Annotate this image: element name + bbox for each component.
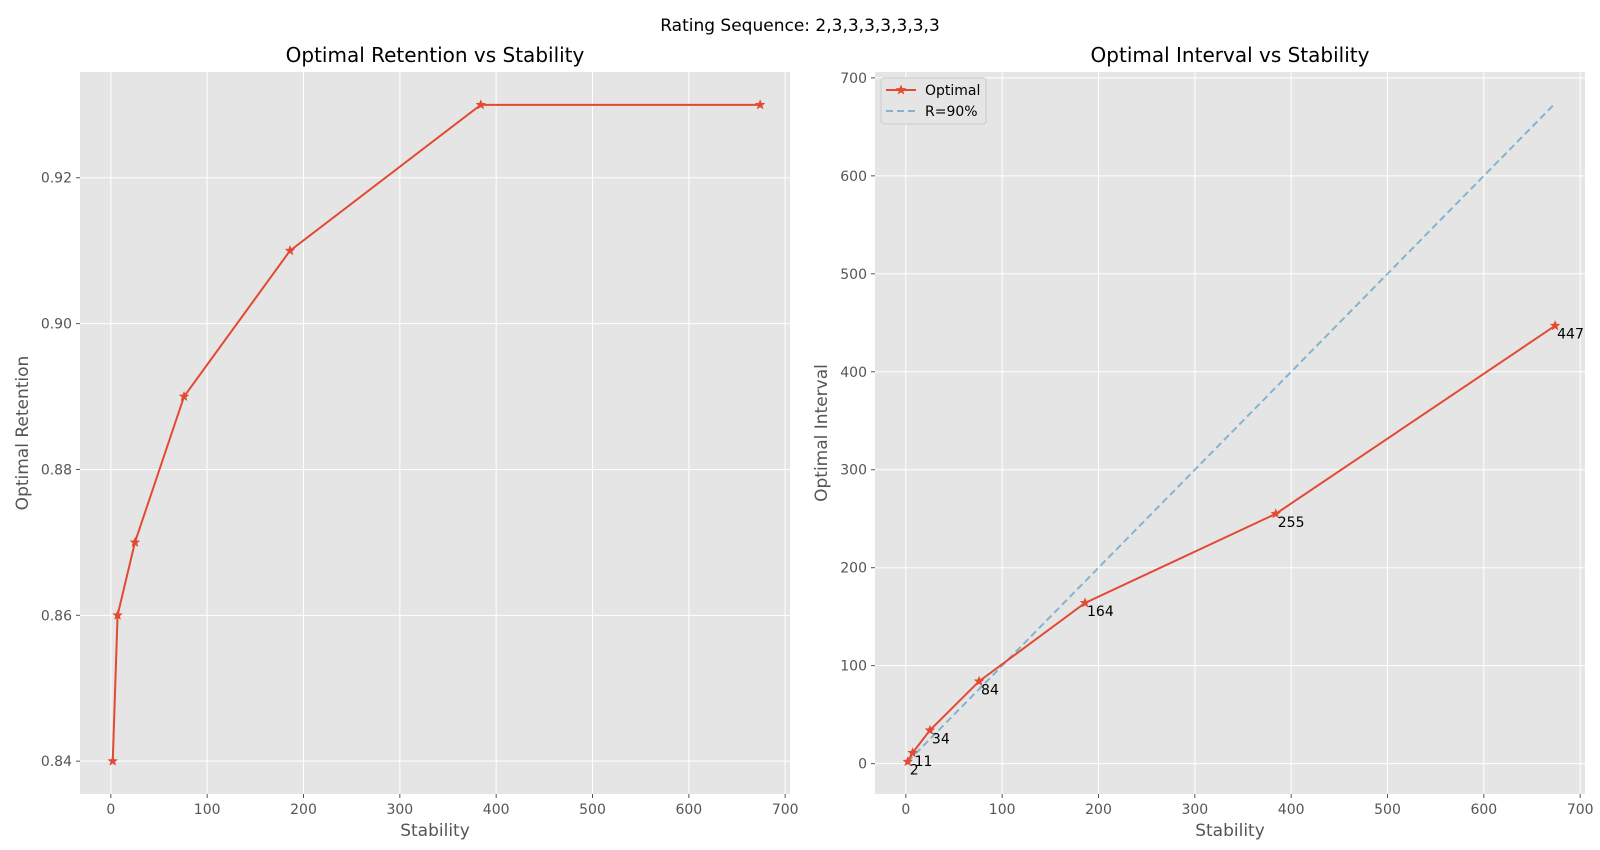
interval-x-axis-label: Stability [1195,821,1265,841]
data-value-label: 255 [1278,515,1305,531]
interval-y-axis-label: Optimal Interval [812,364,832,502]
data-point-marker [924,724,936,735]
x-tick-label: 600 [1470,802,1497,818]
data-point-marker [1549,320,1561,331]
x-tick-label: 300 [1181,802,1208,818]
retention-series [107,99,766,766]
x-tick-label: 600 [675,802,702,818]
data-value-label: 11 [915,754,933,770]
y-tick-label: 0.86 [41,608,72,624]
x-tick-label: 400 [1278,802,1305,818]
figure-suptitle: Rating Sequence: 2,3,3,3,3,3,3,3 [660,16,940,36]
data-value-label: 2 [910,763,919,779]
retention-tick-labels: 0 100 200 300 400 500 600 700 0.84 0.86 0.88 0.90 0.… [41,171,799,818]
legend-star-icon [895,84,907,95]
x-tick-label: 0 [106,802,115,818]
data-value-label: 447 [1557,327,1584,343]
data-point-marker [284,244,296,256]
retention-x-axis-label: Stability [400,821,470,841]
x-tick-label: 500 [579,802,606,818]
x-tick-label: 0 [901,802,910,818]
retention-gridlines [80,72,790,794]
x-tick-label: 200 [290,802,317,818]
y-tick-label: 0 [858,757,867,773]
x-tick-label: 700 [1567,802,1594,818]
data-value-label: 164 [1087,604,1114,620]
data-point-marker [129,536,141,548]
interval-tick-labels: 0 100 200 300 400 500 600 700 0 100 200 300 400 500 60… [840,71,1593,818]
x-tick-label: 100 [989,802,1016,818]
y-tick-label: 600 [840,169,867,185]
interval-chart-title: Optimal Interval vs Stability [1091,43,1370,67]
reference-line [907,102,1556,763]
x-tick-label: 700 [772,802,799,818]
x-tick-label: 200 [1085,802,1112,818]
data-point-marker [973,675,985,686]
interval-series [902,102,1561,767]
retention-chart-title: Optimal Retention vs Stability [286,43,585,67]
interval-legend: Optimal R=90% [880,77,987,125]
y-tick-label: 300 [840,463,867,479]
data-value-label: 84 [981,682,999,698]
data-point-marker [475,99,487,110]
data-point-marker [178,390,190,402]
x-tick-label: 300 [386,802,413,818]
data-value-label: 34 [932,731,950,747]
legend-optimal-marker [895,84,907,95]
y-tick-label: 0.88 [41,462,72,478]
data-point-marker [107,755,119,766]
x-tick-label: 400 [483,802,510,818]
y-tick-label: 0.92 [41,171,72,187]
y-tick-label: 200 [840,561,867,577]
retention-chart: 0 100 200 300 400 500 600 700 0.84 0.86 0.88 0.90 0.… [13,43,799,841]
x-tick-label: 100 [194,802,221,818]
legend-optimal-label: Optimal [925,83,980,99]
y-tick-label: 0.90 [41,317,72,333]
data-point-marker [907,747,919,758]
interval-gridlines [875,72,1585,794]
legend-reference-label: R=90% [925,104,978,120]
data-point-marker [754,99,766,110]
data-point-marker [112,609,124,620]
x-tick-label: 500 [1374,802,1401,818]
y-tick-label: 400 [840,365,867,381]
y-tick-label: 0.84 [41,754,72,770]
y-tick-label: 500 [840,267,867,283]
data-point-marker [902,755,914,767]
retention-y-axis-label: Optimal Retention [13,356,33,511]
retention-plot-area [80,72,790,794]
interval-chart: 0 100 200 300 400 500 600 700 0 100 200 300 400 500 60… [812,43,1594,841]
data-point-marker [1079,597,1091,608]
data-point-marker [1270,508,1282,519]
y-tick-label: 700 [840,71,867,87]
y-tick-label: 100 [840,659,867,675]
interval-data-labels: 211 34 84 164 255 447 [910,327,1584,779]
